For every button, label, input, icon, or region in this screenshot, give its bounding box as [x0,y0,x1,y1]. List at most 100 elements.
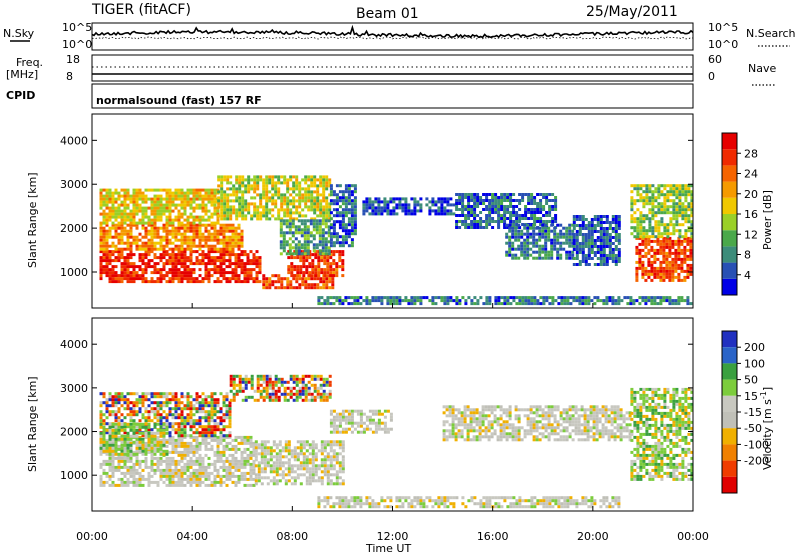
power-cell [201,277,205,281]
power-cell [280,193,284,197]
power-cell [524,193,528,196]
power-cell [156,218,160,222]
power-cell [550,250,554,254]
power-cell [662,266,666,270]
power-cell [204,194,208,198]
power-cell [672,211,676,215]
power-cell [268,181,272,185]
power-cell [335,211,339,215]
velocity-cell [216,441,220,445]
power-cell [156,203,160,207]
power-cell [324,249,328,253]
power-cell [144,194,148,198]
power-cell [312,246,316,250]
power-cell [654,235,658,239]
velocity-cell [225,465,229,469]
velocity-cell [210,392,214,396]
noise-tick-right-high: 10^5 [708,21,738,34]
velocity-cell [111,404,115,408]
power-cell [183,253,187,257]
power-cell [548,214,552,217]
power-cell [581,248,585,251]
velocity-cell [132,471,136,475]
power-cell [153,268,157,272]
power-cell [470,199,474,202]
power-cell [237,262,241,266]
power-cell [102,212,106,216]
power-cell [153,188,157,192]
power-cell [108,256,112,260]
power-cell [279,252,283,256]
power-cell [338,196,342,200]
power-cell [500,220,504,223]
power-cell [556,241,560,245]
power-cell [662,275,666,279]
power-cell [310,202,314,206]
power-cell [277,274,281,278]
power-cell [265,184,269,188]
power-cell [653,239,657,243]
power-cell [503,302,507,306]
velocity-cell [243,441,247,445]
velocity-cell [289,389,293,393]
power-cell [506,226,510,229]
velocity-cell [189,401,193,405]
power-cell [325,274,329,278]
power-cell [674,269,678,273]
power-cell [138,253,142,257]
power-cell [183,226,187,230]
power-cell [144,250,148,254]
power-cell [195,191,199,195]
power-cell [605,257,609,260]
power-cell [253,187,257,191]
power-cell [455,299,459,303]
velocity-cell [153,416,157,420]
power-cell [327,228,331,232]
power-cell [506,208,510,211]
power-cell [547,238,551,242]
power-cell [660,217,664,221]
power-cell [485,299,489,303]
velocity-cell [177,425,181,429]
velocity-cell [183,435,187,439]
power-cell [596,230,600,233]
power-cell [678,205,682,209]
power-cell [174,265,178,269]
power-cell [329,268,333,272]
power-cell [249,268,253,272]
power-cell [250,214,254,218]
power-cell [669,211,673,215]
power-cell [547,229,551,233]
power-cell [265,187,269,191]
power-cell [651,184,655,188]
velocity-cell [117,398,121,402]
power-cell [222,235,226,239]
power-cell [341,214,345,218]
power-cell [126,241,130,245]
power-cell [636,223,640,227]
power-cell [153,265,157,269]
power-cell [129,253,133,257]
velocity-cell [222,435,226,439]
power-cell [476,205,480,208]
power-cell [232,193,236,197]
power-cell [253,211,257,215]
power-cell [647,257,651,261]
power-cell [237,247,241,251]
power-cell [126,235,130,239]
power-cell [246,277,250,281]
power-cell [672,193,676,197]
power-cell [581,260,585,263]
power-cell [126,229,130,233]
power-cell [401,206,405,210]
power-cell [171,226,175,230]
power-cell [207,256,211,260]
power-cell [512,214,516,217]
power-cell [192,218,196,222]
velocity-cell [216,474,220,478]
power-cell [256,193,260,197]
velocity-cell [195,474,199,478]
power-cell [286,280,290,284]
velocity-cell [168,434,172,438]
power-cell [141,247,145,251]
